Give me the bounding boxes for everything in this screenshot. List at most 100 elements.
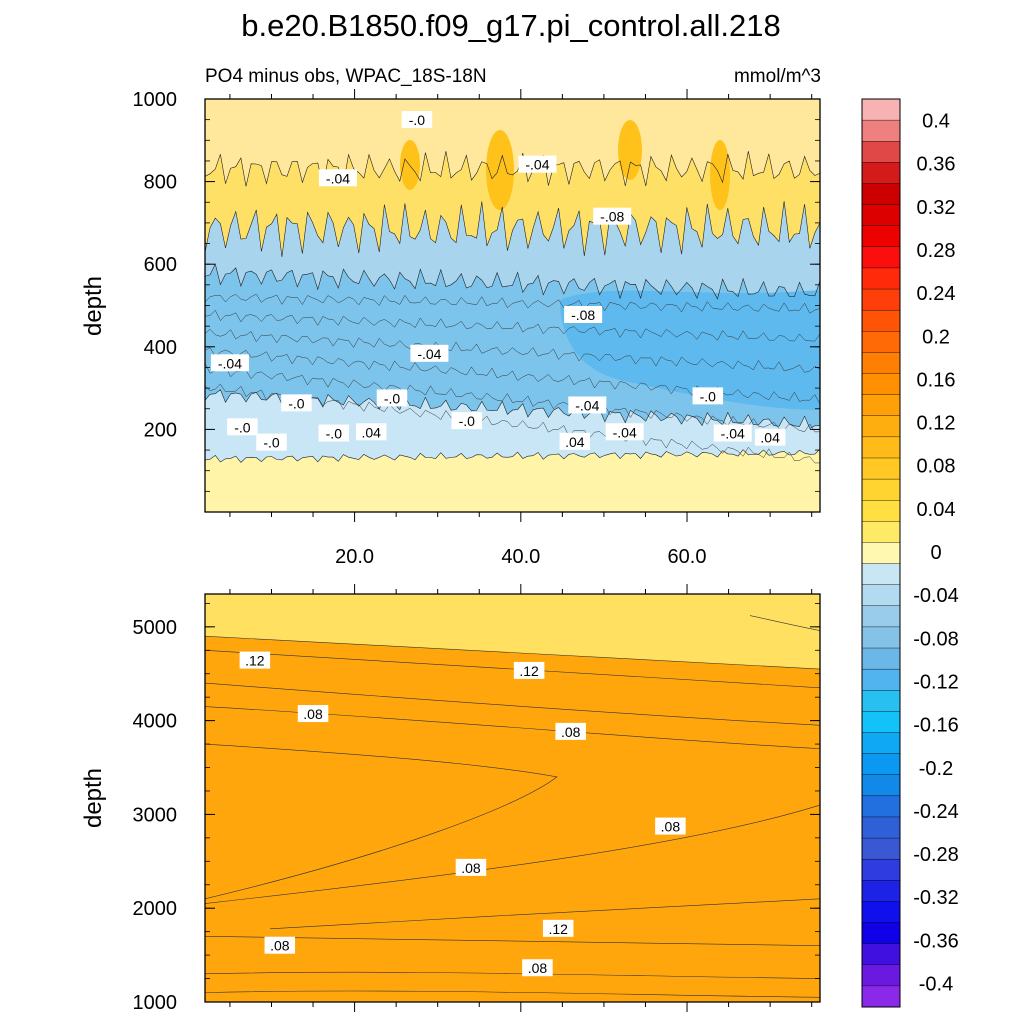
contour-label-box [605, 423, 644, 441]
contour-label-box [542, 919, 574, 937]
contour-label-box [281, 394, 312, 412]
y-tick-label: 400 [144, 337, 177, 359]
contour-label-text: -.0 [700, 388, 717, 404]
contour-label: -.04 [210, 354, 249, 372]
contour-label-text: .12 [245, 653, 265, 669]
lower-contour-labels: .08 .08 .12 .08 .08 .08 .08 .12 .12 [239, 651, 686, 977]
contour-label-box [401, 111, 433, 129]
contour-label-box [455, 858, 487, 876]
contour-label-text: -.04 [417, 346, 441, 362]
contour-label-text: -.04 [721, 426, 745, 442]
contour-label-box [297, 705, 329, 723]
colorbar-box [861, 943, 901, 966]
contour-label-box [692, 387, 724, 405]
colorbar-box [861, 626, 901, 649]
contour-label-box [522, 959, 553, 977]
contour-label: -.0 [227, 418, 258, 436]
colorbar-label: 0 [930, 542, 941, 564]
upper-contour-line [204, 328, 821, 373]
upper-contour-line [204, 151, 821, 187]
colorbar-box [861, 858, 901, 881]
colorbar-label: -0.24 [913, 801, 959, 823]
contour-label-text: -.04 [575, 397, 599, 413]
colorbar-box [861, 331, 901, 353]
y-tick-label: 800 [144, 172, 177, 194]
contour-label-text: .04 [361, 424, 381, 440]
upper-contour-line [204, 293, 821, 314]
colorbar-box [861, 837, 901, 860]
colorbar-box [861, 563, 901, 586]
lower-fill [205, 594, 820, 1002]
upper-contour-line [204, 347, 821, 405]
contour-label-text: .08 [561, 724, 581, 740]
lower-contour-line [204, 743, 558, 900]
colorbar-box [861, 415, 901, 438]
contour-label: -.04 [410, 344, 449, 362]
y-tick-label: 4000 [133, 711, 178, 733]
contour-label-text: .08 [528, 960, 548, 976]
colorbar-frame [861, 98, 901, 1008]
contour-label: -.0 [692, 387, 724, 405]
colorbar-label: -0.2 [919, 758, 953, 780]
colorbar-box [861, 901, 901, 924]
contour-label: .12 [513, 661, 545, 679]
upper-contour-line [204, 363, 821, 433]
x-tick-label: 20.0 [335, 546, 374, 568]
colorbar-box [861, 605, 901, 628]
contour-label: -.04 [605, 423, 644, 441]
lower-contour-line [204, 936, 821, 947]
x-tick-label: 60.0 [668, 546, 707, 568]
lower-contour-line [204, 804, 821, 904]
contour-label-text: .04 [565, 434, 585, 450]
contour-label-text: -.04 [218, 355, 242, 371]
contour-label: -.0 [256, 433, 287, 451]
contour-label: .08 [297, 705, 329, 723]
contour-label: -.04 [518, 155, 557, 173]
contour-label-text: -.0 [234, 419, 251, 435]
upper-contour-line [204, 201, 821, 257]
contour-label: .04 [559, 432, 591, 450]
contour-label-text: -.04 [525, 157, 549, 173]
lower-contour-line [269, 898, 821, 930]
colorbar-box [861, 457, 901, 480]
upper-band-mix [205, 151, 820, 257]
upper-band-transition [205, 389, 820, 463]
colorbar-box [861, 246, 901, 269]
colorbar-label: -0.16 [913, 715, 959, 737]
upper-panel: -.0-.0-.0-.0.04-.0-.0.04-.04-.04 -.04.04-… [80, 89, 821, 568]
lower-frame [204, 593, 821, 1003]
contour-label-box [410, 344, 449, 362]
contour-label: .08 [455, 858, 487, 876]
colorbar-box [861, 711, 901, 733]
contour-label: -.04 [318, 169, 357, 187]
colorbar-label: -0.36 [913, 930, 959, 952]
contour-label-text: -.04 [613, 424, 637, 440]
contour-label: -.0 [281, 394, 312, 412]
contour-label-text: .08 [270, 938, 290, 954]
colorbar-box [861, 795, 901, 818]
panel-subtitle: PO4 minus obs, WPAC_18S-18N [205, 66, 487, 87]
upper-band-thermocline [205, 201, 820, 299]
colorbar-label: 0.04 [917, 499, 956, 521]
contour-label-box [376, 389, 408, 407]
contour-label-box [655, 817, 686, 835]
contour-label-box [264, 936, 296, 954]
y-tick-label: 600 [144, 254, 177, 276]
contour-label-box [559, 432, 591, 450]
contour-label-text: -.0 [409, 112, 426, 128]
contour-label: -.0 [401, 111, 433, 129]
lower-contour-line [204, 682, 821, 726]
contour-label: .08 [522, 959, 553, 977]
contour-label-text: .04 [760, 430, 780, 446]
contour-label: .12 [239, 651, 271, 669]
upper-core-patch [560, 290, 820, 410]
colorbar-box [861, 225, 901, 248]
colorbar-box [861, 521, 901, 543]
contour-label: -.04 [568, 396, 607, 414]
colorbar-box [861, 141, 901, 163]
contour-label-text: .08 [661, 819, 681, 835]
lower-contour-line [204, 971, 821, 979]
y-tick-label: 1000 [133, 89, 178, 111]
lower-contour-line [204, 635, 821, 670]
colorbar-box [861, 753, 901, 776]
